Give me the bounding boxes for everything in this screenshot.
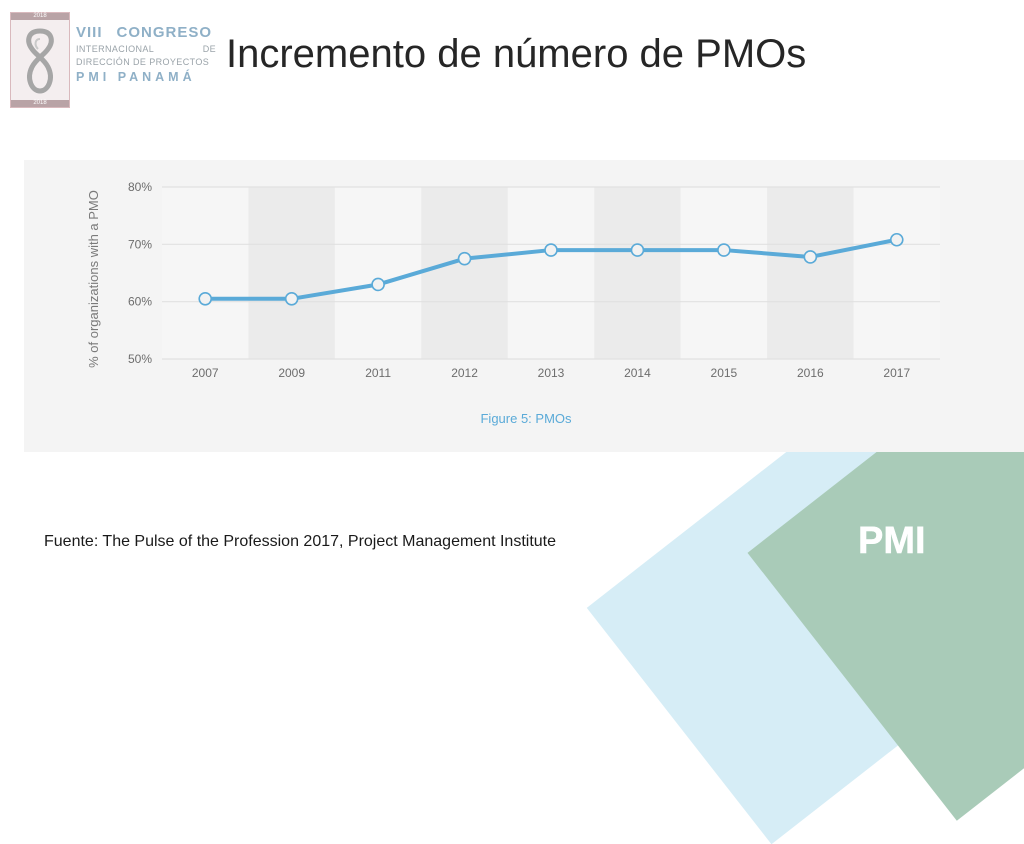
x-tick-label: 2016 — [797, 366, 824, 380]
data-point — [630, 243, 645, 257]
emblem-year-bottom: 2018 — [33, 100, 47, 106]
congress-logo: 2018 2018 VIII CONGRESO INTERNACIONAL DE D… — [10, 10, 220, 108]
data-point — [803, 250, 818, 264]
column-band — [680, 187, 768, 359]
slide-title: Incremento de número de PMOs — [226, 32, 807, 76]
logo-de: DE — [202, 44, 216, 54]
column-band — [767, 187, 854, 359]
logo-direccion: DIRECCIÓN DE PROYECTOS — [76, 57, 210, 67]
logo-roman-numeral: VIII — [76, 24, 103, 41]
x-tick-label: 2012 — [451, 366, 478, 380]
data-point — [284, 292, 299, 306]
pmo-line-chart: 50% 60% 70% 80% 2007 2009 2011 2012 2013 2014 201… — [86, 180, 940, 426]
data-point — [371, 277, 385, 292]
y-tick-label: 70% — [128, 237, 152, 251]
pmi-logo-text: PMI — [858, 522, 926, 556]
x-tick-label: 2007 — [192, 366, 219, 380]
y-axis-label: % of organizations with a PMO — [86, 190, 101, 368]
y-tick-label: 50% — [128, 352, 152, 366]
x-tick-label: 2011 — [365, 366, 391, 380]
logo-congreso: CONGRESO — [116, 24, 213, 41]
column-band — [853, 187, 940, 359]
pmi-logo: PMI — [858, 522, 926, 556]
data-point — [457, 251, 472, 266]
y-tick-label: 80% — [128, 180, 152, 194]
column-band — [507, 187, 595, 359]
congress-text: VIII CONGRESO INTERNACIONAL DE DIRECCIÓN D… — [76, 24, 226, 84]
column-band — [248, 187, 335, 359]
source-note: Fuente: The Pulse of the Profession 2017… — [44, 533, 557, 550]
logo-pmi-panama: PMI PANAMÁ — [76, 70, 196, 84]
column-band — [334, 187, 422, 359]
logo-internacional: INTERNACIONAL — [76, 44, 155, 54]
x-tick-label: 2013 — [538, 366, 565, 380]
column-band — [594, 187, 681, 359]
emblem-year-top: 2018 — [33, 13, 47, 19]
y-tick-label: 60% — [128, 295, 152, 309]
data-point — [198, 292, 213, 306]
data-point — [717, 243, 731, 257]
data-point — [889, 232, 904, 247]
data-point — [544, 243, 558, 257]
figure-caption: Figure 5: PMOs — [480, 411, 572, 426]
x-tick-label: 2015 — [711, 366, 738, 380]
column-band — [421, 187, 508, 359]
eight-knot-icon — [26, 28, 54, 94]
congress-emblem: 2018 2018 — [10, 12, 70, 108]
x-tick-label: 2017 — [883, 366, 910, 380]
column-band — [162, 187, 249, 359]
x-tick-label: 2009 — [278, 366, 305, 380]
x-tick-label: 2014 — [624, 366, 651, 380]
